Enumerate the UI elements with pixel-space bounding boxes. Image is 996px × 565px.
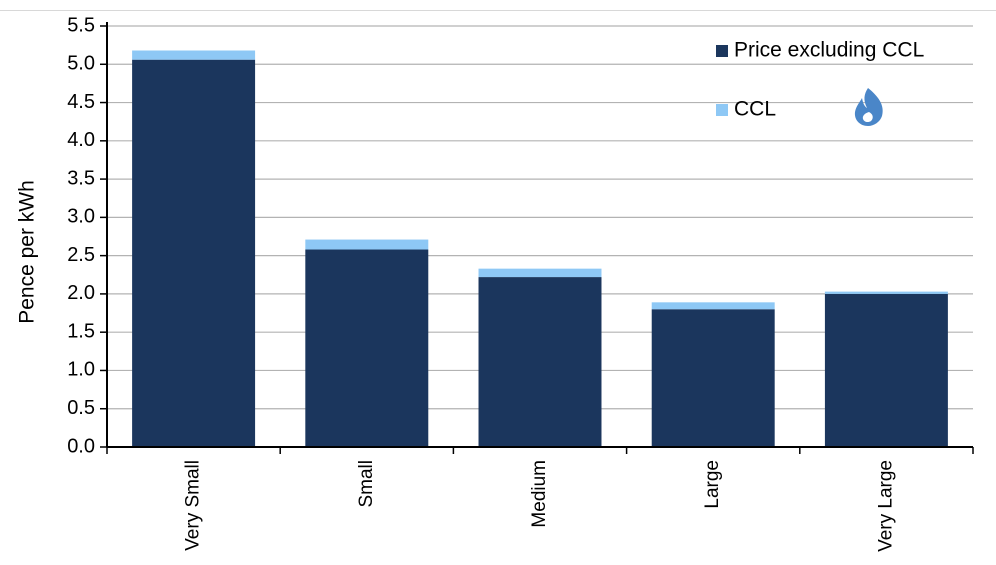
category-label: Very Large xyxy=(875,460,896,552)
bar-ccl xyxy=(478,268,602,278)
bar-ccl xyxy=(305,239,429,250)
bar-price-excl-ccl xyxy=(478,277,602,447)
category-label: Small xyxy=(356,460,377,508)
y-tick-label: 4.5 xyxy=(67,91,95,113)
legend-swatch xyxy=(716,104,728,116)
gas-flame-icon xyxy=(854,88,883,126)
bar-price-excl-ccl xyxy=(651,309,775,447)
bar-price-excl-ccl xyxy=(132,59,256,448)
y-tick-label: 2.5 xyxy=(67,244,95,266)
y-tick-label: 2.0 xyxy=(67,282,95,304)
y-tick-labels: 0.0 0.5 1.0 1.5 2.0 2.5 3.0 3.5 4.0 4.5 5.0 5.5 xyxy=(67,14,95,457)
y-tick-label: 4.0 xyxy=(67,129,95,151)
category-label: Very Small xyxy=(183,460,204,551)
bar-ccl xyxy=(651,302,775,310)
axes xyxy=(100,22,974,454)
y-tick-label: 5.0 xyxy=(67,53,95,75)
y-tick-label: 0.0 xyxy=(67,435,95,457)
category-label: Medium xyxy=(529,460,550,528)
category-labels: Very Small Small Medium Large Very Large xyxy=(183,460,897,552)
y-tick-label: 3.0 xyxy=(67,206,95,228)
y-tick-label: 1.0 xyxy=(67,359,95,381)
y-tick-label: 0.5 xyxy=(67,397,95,419)
category-label: Large xyxy=(702,460,723,509)
flame-inner-shape xyxy=(862,112,873,123)
y-tick-label: 3.5 xyxy=(67,167,95,189)
legend-label: CCL xyxy=(734,98,776,121)
bars xyxy=(132,50,948,448)
y-tick-label: 1.5 xyxy=(67,320,95,342)
bar-price-excl-ccl xyxy=(824,293,948,447)
y-axis-title: Pence per kWh xyxy=(16,180,39,324)
y-tick-label: 5.5 xyxy=(67,14,95,36)
bar-price-excl-ccl xyxy=(305,249,429,447)
flame-outer-shape xyxy=(854,88,883,126)
legend-swatch xyxy=(716,45,728,57)
legend: Price excluding CCL CCL xyxy=(716,39,924,121)
bar-ccl xyxy=(824,291,948,294)
legend-label: Price excluding CCL xyxy=(734,39,924,62)
bar-ccl xyxy=(132,50,256,60)
